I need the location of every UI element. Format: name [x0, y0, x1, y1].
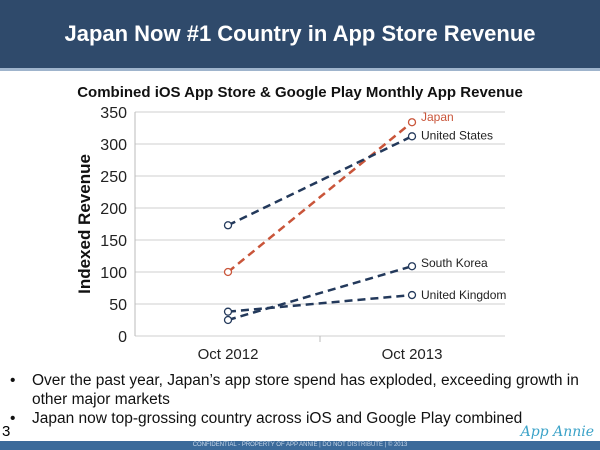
series-line-united-kingdom: [227, 293, 413, 313]
app-annie-logo: App Annie: [520, 424, 594, 440]
data-point: [407, 262, 417, 271]
series-label: United Kingdom: [421, 288, 506, 302]
y-axis-label: Indexed Revenue: [75, 154, 94, 294]
bullet-item: Japan now top-grossing country across iO…: [10, 409, 590, 428]
series-label: United States: [421, 128, 493, 142]
slide-title: Japan Now #1 Country in App Store Revenu…: [0, 0, 600, 68]
data-point: [223, 307, 233, 316]
series-line-south-korea: [227, 265, 413, 322]
y-tick-label: 0: [118, 329, 127, 346]
series-label: South Korea: [421, 256, 488, 270]
y-tick-label: 300: [100, 137, 127, 154]
data-point: [223, 267, 233, 277]
data-point: [407, 290, 417, 300]
page-number: 3: [2, 423, 11, 440]
y-tick-label: 250: [100, 169, 127, 186]
series-line-united-states: [227, 135, 413, 227]
chart-title: Combined iOS App Store & Google Play Mon…: [77, 84, 523, 101]
series-label: Japan: [421, 110, 454, 124]
y-tick-label: 200: [100, 201, 127, 218]
data-point: [407, 132, 417, 141]
bullet-item: Over the past year, Japan’s app store sp…: [10, 371, 590, 409]
y-tick-label: 350: [100, 105, 127, 122]
bullet-list: Over the past year, Japan’s app store sp…: [10, 371, 590, 428]
y-tick-label: 150: [100, 233, 127, 250]
series-line-japan: [227, 121, 413, 273]
confidential-footer: CONFIDENTIAL - PROPERTY OF APP ANNIE | D…: [0, 441, 600, 450]
data-point: [223, 221, 233, 230]
y-tick-label: 50: [109, 297, 127, 314]
x-tick-label: Oct 2013: [382, 346, 443, 363]
header-divider: [0, 68, 600, 71]
data-point: [407, 118, 417, 127]
y-tick-label: 100: [100, 265, 127, 282]
x-tick-label: Oct 2012: [198, 346, 259, 363]
data-point: [223, 315, 233, 325]
